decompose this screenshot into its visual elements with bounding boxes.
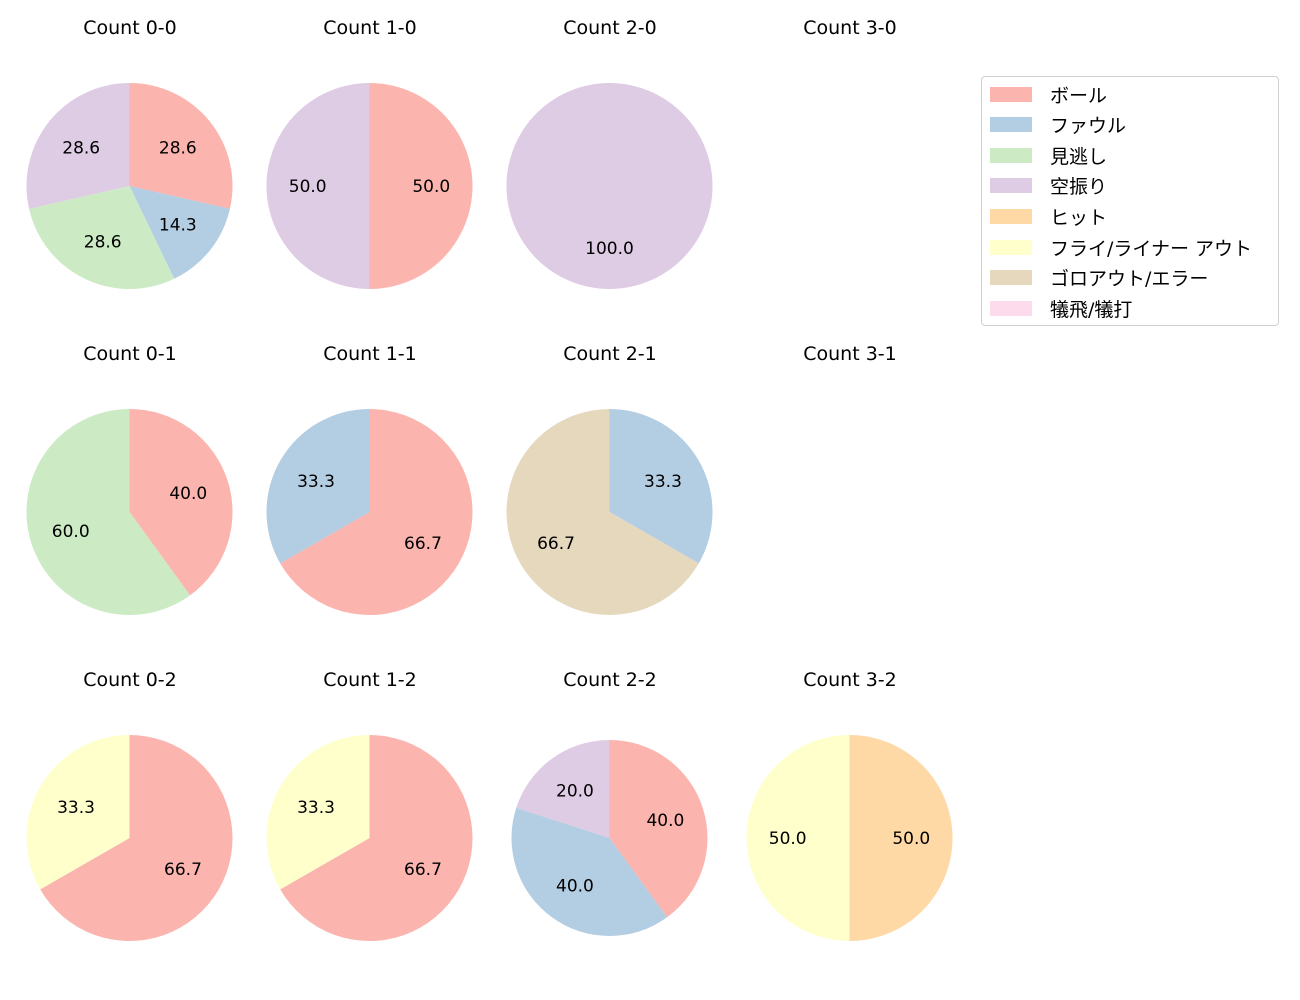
- pie-slice: [609, 409, 713, 564]
- slice-percent-label: 33.3: [297, 472, 335, 492]
- legend-swatch: [990, 86, 1032, 102]
- pie-chart-title: Count 2-0: [563, 17, 657, 39]
- pie-chart-count-3-1: Count 3-1: [730, 326, 970, 652]
- legend-swatch: [990, 117, 1032, 133]
- pie-chart-title: Count 3-1: [803, 343, 897, 365]
- pie-chart-count-0-1: Count 0-1 40.0 60.0: [10, 326, 250, 652]
- legend-label: フライ/ライナー アウト: [1050, 237, 1253, 260]
- legend-swatch: [990, 178, 1032, 194]
- pie-slice: [29, 186, 175, 289]
- pie-chart-title: Count 0-1: [83, 343, 177, 365]
- legend-item: フライ/ライナー アウト: [990, 232, 1252, 262]
- slice-percent-label: 40.0: [646, 811, 684, 831]
- pie-slice: [516, 740, 610, 838]
- legend-item: ボール: [990, 79, 1107, 109]
- pie-chart-count-3-2: Count 3-2 50.0 50.0: [730, 652, 970, 978]
- pie-chart-count-1-1: Count 1-1 66.7 33.3: [250, 326, 490, 652]
- slice-percent-label: 50.0: [769, 829, 807, 849]
- pie-chart-count-3-0: Count 3-0: [730, 0, 970, 326]
- pie-slice: [26, 83, 130, 209]
- pie-slice: [849, 735, 953, 941]
- pie-chart-title: Count 2-1: [563, 343, 657, 365]
- pie-chart-count-0-0: Count 0-0 28.6 14.3 28.6 28.6: [10, 0, 250, 326]
- pie-slice: [266, 409, 370, 564]
- slice-percent-label: 28.6: [84, 233, 122, 253]
- pie-chart-count-1-2: Count 1-2 66.7 33.3: [250, 652, 490, 978]
- pie-chart-count-1-0: Count 1-0 50.0 50.0: [250, 0, 490, 326]
- slice-percent-label: 33.3: [57, 798, 95, 818]
- legend-item: ヒット: [990, 201, 1107, 231]
- pie-slice: [129, 83, 233, 209]
- pie-chart-title: Count 0-0: [83, 17, 177, 39]
- pie-chart-title: Count 0-2: [83, 669, 177, 691]
- slice-percent-label: 66.7: [404, 534, 442, 554]
- legend-swatch: [990, 239, 1032, 255]
- slice-percent-label: 50.0: [289, 177, 327, 197]
- legend-swatch: [990, 147, 1032, 163]
- legend-item: ゴロアウト/エラー: [990, 263, 1208, 293]
- slice-percent-label: 20.0: [556, 781, 594, 801]
- slice-percent-label: 66.7: [164, 860, 202, 880]
- pie-slice: [129, 186, 230, 279]
- legend-label: 犠飛/犠打: [1050, 298, 1133, 321]
- slice-percent-label: 60.0: [52, 522, 90, 542]
- pie-slice: [506, 409, 699, 615]
- slice-percent-label: 66.7: [404, 860, 442, 880]
- legend-swatch: [990, 300, 1032, 316]
- slice-percent-label: 66.7: [537, 534, 575, 554]
- pie-chart-count-0-2: Count 0-2 66.7 33.3: [10, 652, 250, 978]
- legend-label: ヒット: [1050, 206, 1108, 229]
- legend-label: ファウル: [1050, 115, 1127, 138]
- slice-percent-label: 40.0: [556, 877, 594, 897]
- pie-slice: [40, 735, 233, 941]
- legend-label: 空振り: [1050, 176, 1108, 199]
- legend-label: 見逃し: [1050, 145, 1108, 168]
- legend-swatch: [990, 270, 1032, 286]
- pie-chart-count-2-0: Count 2-0 100.0: [490, 0, 730, 326]
- slice-percent-label: 40.0: [169, 484, 207, 504]
- legend-label: ボール: [1050, 84, 1108, 107]
- pie-slice: [129, 409, 233, 596]
- pie-chart-count-2-2: Count 2-2 40.0 40.0 20.0: [490, 652, 730, 978]
- pie-chart-title: Count 3-2: [803, 669, 897, 691]
- pie-slice: [26, 735, 130, 890]
- pie-slice: [280, 409, 473, 615]
- pie-slice: [511, 807, 668, 936]
- pie-chart-count-2-1: Count 2-1 33.3 66.7: [490, 326, 730, 652]
- chart-legend: ボールファウル見逃し空振りヒットフライ/ライナー アウト ゴロアウト/エラー 犠飛/…: [981, 76, 1279, 326]
- pie-slice: [506, 83, 713, 289]
- legend-swatch: [990, 208, 1032, 224]
- slice-percent-label: 33.3: [297, 798, 335, 818]
- slice-percent-label: 100.0: [585, 239, 634, 259]
- legend-item: 見逃し: [990, 140, 1107, 170]
- pie-slice: [266, 735, 370, 890]
- pie-slice: [746, 735, 850, 941]
- legend-item: ファウル: [990, 110, 1126, 140]
- slice-percent-label: 50.0: [892, 829, 930, 849]
- legend-item: 犠飛/犠打: [990, 293, 1132, 323]
- slice-percent-label: 33.3: [644, 472, 682, 492]
- slice-percent-label: 28.6: [62, 138, 100, 158]
- pie-chart-title: Count 3-0: [803, 17, 897, 39]
- pie-chart-title: Count 1-2: [323, 669, 417, 691]
- pie-slice: [266, 83, 370, 289]
- pie-slice: [369, 83, 473, 289]
- legend-item: 空振り: [990, 171, 1107, 201]
- pie-chart-title: Count 1-0: [323, 17, 417, 39]
- legend-label: ゴロアウト/エラー: [1050, 268, 1209, 291]
- slice-percent-label: 28.6: [159, 138, 197, 158]
- slice-percent-label: 14.3: [159, 216, 197, 236]
- pie-slice: [26, 409, 191, 615]
- pie-chart-title: Count 1-1: [323, 343, 417, 365]
- pie-slice: [280, 735, 473, 941]
- pie-slice: [609, 740, 708, 918]
- slice-percent-label: 50.0: [412, 177, 450, 197]
- pie-chart-title: Count 2-2: [563, 669, 657, 691]
